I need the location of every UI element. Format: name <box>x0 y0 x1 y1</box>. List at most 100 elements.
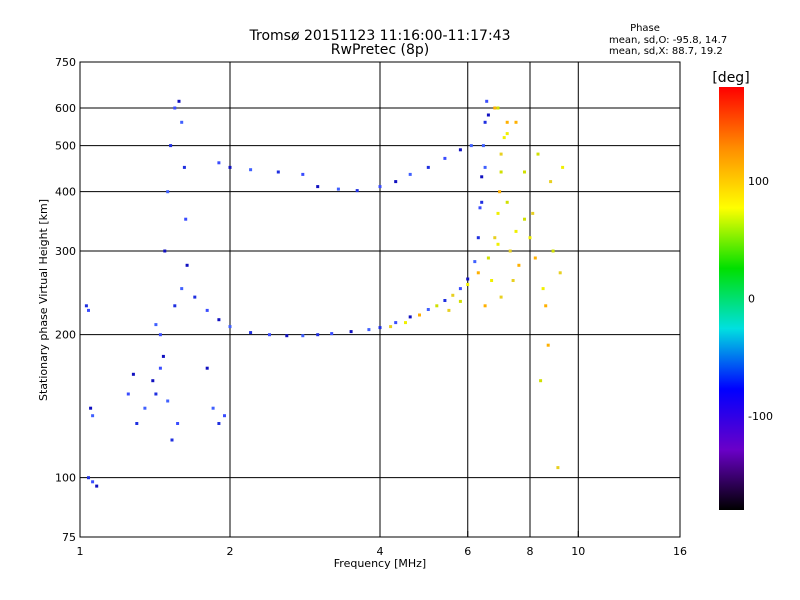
data-point <box>301 172 305 176</box>
data-point <box>135 422 139 425</box>
data-point <box>514 229 518 233</box>
data-point <box>426 308 430 311</box>
data-point <box>180 287 184 291</box>
data-point <box>493 106 497 110</box>
data-point <box>544 304 548 308</box>
x-tick-label: 10 <box>571 545 585 558</box>
x-tick-label: 1 <box>77 545 84 558</box>
data-point <box>91 414 95 418</box>
data-point <box>173 106 177 110</box>
data-point <box>268 333 271 337</box>
data-point <box>483 304 487 308</box>
data-point <box>505 200 509 204</box>
data-point <box>143 406 147 410</box>
data-point <box>496 106 500 110</box>
data-point <box>498 190 502 194</box>
data-point <box>523 217 526 221</box>
data-point <box>89 406 93 410</box>
y-tick-label: 200 <box>55 329 76 342</box>
data-point <box>228 325 232 329</box>
data-point <box>533 256 537 260</box>
data-point <box>505 120 509 124</box>
stats-line-x: mean, sd,X: 88.7, 19.2 <box>609 46 723 57</box>
data-point <box>131 372 135 376</box>
data-point <box>523 170 526 174</box>
data-point <box>508 249 512 253</box>
data-point <box>447 308 451 312</box>
data-point <box>173 304 177 308</box>
x-tick-label: 4 <box>377 545 384 558</box>
data-point <box>546 343 550 347</box>
data-point <box>378 326 382 330</box>
colorbar-ticks: 100 0 -100 <box>748 175 773 423</box>
data-point <box>551 249 555 253</box>
data-point <box>476 236 480 240</box>
colorbar-tick-label: 0 <box>748 293 755 306</box>
data-point <box>170 438 174 442</box>
x-tick-label: 2 <box>227 545 234 558</box>
data-point <box>499 295 503 299</box>
data-point <box>536 152 540 156</box>
data-point <box>476 271 480 275</box>
data-point <box>502 136 506 140</box>
x-tick-label: 6 <box>464 545 471 558</box>
data-point <box>473 260 477 264</box>
data-point <box>91 480 95 484</box>
data-point <box>211 406 215 410</box>
data-point <box>87 476 90 480</box>
y-axis-label: Stationary phase Virtual Height [km] <box>37 199 50 401</box>
data-point <box>561 165 565 169</box>
data-point <box>228 165 232 169</box>
y-tick-label: 400 <box>55 186 76 199</box>
data-point <box>483 165 487 169</box>
chart-title: Tromsø 20151123 11:16:00-11:17:43 <box>249 28 511 44</box>
data-point <box>531 211 535 215</box>
data-point <box>217 318 221 322</box>
data-point <box>490 279 494 282</box>
data-point <box>158 333 162 337</box>
data-point <box>408 172 412 176</box>
data-point <box>486 113 490 117</box>
data-point <box>480 175 484 179</box>
colorbar-tick-label: 100 <box>748 175 769 188</box>
stats-line-o: mean, sd,O: -95.8, 14.7 <box>609 35 727 46</box>
data-point <box>499 170 503 174</box>
data-point <box>478 206 482 210</box>
data-point <box>378 185 382 189</box>
data-point <box>556 466 560 470</box>
y-tick-label: 75 <box>62 531 76 544</box>
x-axis-ticks: 1 2 4 6 8 10 16 <box>77 531 687 558</box>
y-tick-label: 300 <box>55 245 76 258</box>
data-point <box>185 263 189 267</box>
data-point <box>496 242 500 246</box>
data-point <box>205 366 209 370</box>
colorbar-tick-label: -100 <box>748 410 773 423</box>
data-point <box>95 484 99 488</box>
data-point <box>493 236 497 240</box>
data-point <box>355 189 359 193</box>
data-point <box>539 379 543 383</box>
data-point <box>469 144 473 148</box>
data-point <box>249 168 253 172</box>
colorbar-label: [deg] <box>712 70 749 86</box>
data-point <box>458 299 462 303</box>
data-point <box>528 236 532 240</box>
data-point <box>443 156 447 160</box>
data-point <box>180 120 184 124</box>
data-point <box>184 217 188 221</box>
data-point <box>126 392 130 396</box>
data-point <box>330 332 334 336</box>
data-points <box>84 99 565 488</box>
data-point <box>505 132 509 136</box>
data-point <box>408 315 412 319</box>
data-point <box>84 304 88 308</box>
data-point <box>166 190 170 194</box>
data-point <box>316 333 320 337</box>
data-point <box>466 277 470 281</box>
data-point <box>217 422 221 425</box>
data-point <box>483 120 487 124</box>
data-point <box>166 399 170 403</box>
data-point <box>517 263 521 267</box>
colorbar <box>719 87 744 510</box>
